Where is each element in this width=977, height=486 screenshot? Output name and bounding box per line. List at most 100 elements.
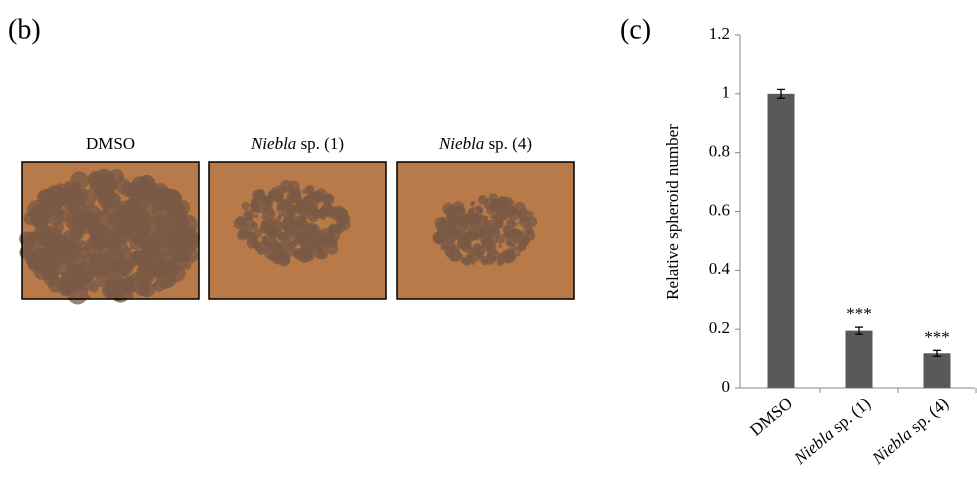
cell-cluster: [149, 263, 163, 278]
cell-cluster: [488, 202, 498, 211]
cell-cluster: [38, 188, 57, 207]
cell-cluster: [57, 249, 65, 257]
cell-cluster: [442, 202, 455, 215]
cell-cluster: [41, 263, 59, 281]
x-tick-label: DMSO: [746, 394, 796, 440]
cell-cluster: [482, 219, 487, 224]
cell-cluster: [100, 267, 111, 277]
cell-cluster: [152, 191, 170, 209]
cell-cluster: [69, 225, 84, 240]
cell-cluster: [171, 211, 188, 228]
cell-cluster: [317, 208, 327, 218]
micrograph: [19, 161, 200, 305]
y-axis-label: Relative spheroid number: [663, 124, 682, 300]
cell-cluster: [180, 205, 185, 210]
cell-cluster: [317, 249, 328, 260]
cell-cluster: [255, 188, 266, 199]
cell-cluster: [68, 267, 79, 279]
cell-cluster: [467, 246, 474, 253]
cell-cluster: [250, 221, 259, 230]
cell-cluster: [435, 231, 444, 240]
cell-cluster: [137, 262, 149, 274]
cell-cluster: [523, 240, 529, 246]
cell-cluster: [466, 217, 479, 230]
cell-cluster: [133, 229, 152, 249]
cell-cluster: [314, 192, 322, 200]
panel-label: (c): [620, 14, 651, 45]
cell-cluster: [247, 216, 253, 222]
cell-cluster: [447, 214, 460, 226]
cell-cluster: [456, 205, 466, 215]
cell-cluster: [257, 247, 265, 256]
cell-cluster: [33, 206, 38, 211]
cell-cluster: [107, 291, 113, 298]
cell-cluster: [326, 238, 335, 248]
cell-cluster: [526, 227, 535, 236]
cell-cluster: [275, 216, 282, 222]
cell-cluster: [101, 175, 112, 185]
panel-label: (b): [8, 14, 41, 45]
cell-cluster: [464, 236, 470, 242]
cell-cluster: [61, 271, 69, 280]
cell-cluster: [46, 208, 64, 226]
cell-cluster: [113, 282, 122, 291]
cell-cluster: [241, 202, 250, 211]
cell-cluster: [484, 253, 497, 265]
cell-cluster: [58, 278, 75, 295]
cell-cluster: [496, 259, 504, 266]
cell-cluster: [288, 217, 294, 223]
cell-cluster: [511, 249, 515, 253]
cell-cluster: [127, 248, 132, 253]
cell-cluster: [52, 191, 68, 208]
micrograph: [396, 161, 575, 300]
cell-cluster: [262, 219, 266, 224]
cell-cluster: [513, 210, 519, 215]
cell-cluster: [264, 241, 269, 246]
cell-cluster: [96, 224, 110, 238]
cell-cluster: [328, 223, 337, 232]
cell-cluster: [81, 240, 86, 245]
cell-cluster: [293, 188, 301, 196]
cell-cluster: [187, 225, 194, 232]
cell-cluster: [167, 200, 180, 213]
cell-cluster: [447, 240, 456, 249]
cell-cluster: [461, 245, 468, 251]
cell-cluster: [134, 250, 142, 258]
cell-cluster: [236, 216, 245, 225]
cell-cluster: [260, 196, 274, 209]
cell-cluster: [246, 232, 258, 243]
cell-cluster: [128, 293, 134, 299]
cell-cluster: [498, 244, 502, 248]
cell-cluster: [19, 231, 34, 246]
image-caption: Niebla sp. (1): [250, 134, 344, 153]
cell-cluster: [250, 197, 263, 209]
cell-cluster: [285, 232, 290, 237]
cell-cluster: [93, 209, 113, 229]
cell-cluster: [166, 241, 176, 251]
cell-cluster: [71, 246, 76, 251]
y-tick-label: 1.2: [709, 24, 730, 43]
cell-cluster: [307, 210, 319, 223]
cell-cluster: [182, 247, 199, 264]
cell-cluster: [260, 240, 265, 245]
cell-cluster: [29, 209, 34, 214]
cell-cluster: [114, 257, 134, 277]
image-caption: Niebla sp. (4): [438, 134, 532, 153]
cell-cluster: [321, 194, 332, 205]
cell-cluster: [19, 245, 34, 260]
image-border: [396, 161, 575, 300]
y-tick-label: 0.4: [709, 259, 731, 278]
cell-cluster: [511, 228, 520, 237]
cell-cluster: [450, 227, 463, 240]
cell-cluster: [28, 255, 40, 267]
cell-cluster: [63, 184, 68, 189]
micrograph: [208, 161, 387, 300]
cell-cluster: [272, 222, 277, 227]
cell-cluster: [295, 216, 308, 229]
cell-cluster: [328, 207, 342, 220]
cell-cluster: [291, 229, 300, 238]
cell-cluster: [92, 251, 103, 263]
cell-cluster: [472, 226, 485, 239]
cell-cluster: [490, 227, 499, 236]
